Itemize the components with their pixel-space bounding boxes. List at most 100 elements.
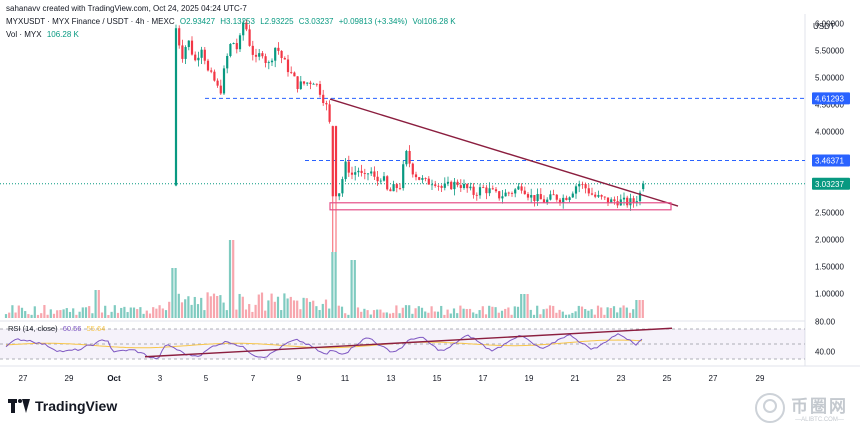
credit-line: sahanavv created with TradingView.com, O… (6, 4, 247, 13)
time-axis-label: 3 (158, 374, 163, 383)
volume-bar (638, 300, 641, 318)
candle (344, 161, 347, 180)
volume-bar (161, 308, 164, 318)
candle (622, 197, 626, 200)
change-value: +0.09813 (+3.34%) (338, 17, 408, 26)
candle (584, 184, 587, 189)
volume-bar (561, 311, 564, 318)
volume-bar (401, 307, 404, 318)
candle (299, 81, 302, 89)
volume-bar (209, 296, 212, 318)
rsi-value: 60.56 (62, 324, 82, 333)
rsi-ma-value: 55.64 (86, 324, 106, 333)
candle (373, 171, 376, 177)
rsi-legend: RSI (14, close) 60.56 55.64 (8, 324, 108, 333)
candle (242, 22, 245, 36)
volume-bar (174, 268, 177, 318)
candle (578, 183, 581, 187)
volume-bar (107, 314, 110, 318)
candle (520, 186, 523, 191)
volume-bar (347, 314, 350, 318)
volume-bar (443, 314, 446, 318)
candle (184, 47, 187, 59)
volume-bar (417, 306, 420, 318)
tradingview-logo[interactable]: TradingView (8, 398, 117, 414)
volume-bar (625, 307, 628, 318)
candle (392, 184, 395, 192)
volume-bar (296, 300, 299, 318)
volume-bar (184, 299, 187, 318)
time-axis-label: 27 (709, 374, 718, 383)
volume-bar (379, 309, 382, 318)
volume-bar (260, 292, 264, 318)
volume-bar (404, 305, 408, 318)
candle (360, 170, 363, 173)
symbol-title[interactable]: MYXUSDT · MYX Finance / USDT · 4h · MEXC (6, 17, 175, 26)
volume-bar (475, 313, 478, 318)
rsi-label: RSI (14, close) (8, 324, 58, 333)
volume-bar (619, 307, 622, 318)
price-tick-label: 6.00000 (815, 20, 844, 29)
volume-bar (568, 314, 571, 318)
volume-bar (248, 304, 251, 318)
time-axis-label: 7 (251, 374, 256, 383)
volume-bar (33, 306, 36, 318)
volume-bar (302, 297, 305, 318)
price-tick-label: 5.00000 (815, 74, 844, 83)
volume-bar (632, 309, 635, 318)
volume-bar (609, 308, 612, 318)
volume-bar (196, 304, 200, 318)
volume-bar (548, 305, 552, 318)
volume-bar (216, 296, 219, 318)
candle (302, 81, 306, 84)
volume-bar (244, 309, 248, 318)
candle (363, 172, 366, 174)
volume-bar (8, 312, 11, 318)
volume-bar (449, 313, 452, 318)
candle (642, 183, 645, 190)
volume-bar (536, 305, 539, 318)
volume-bar (388, 313, 392, 318)
candle (229, 43, 232, 56)
volume-bar (280, 310, 283, 318)
time-axis-label: 11 (341, 374, 350, 383)
candle (174, 28, 178, 186)
candle (398, 188, 402, 189)
candle (395, 184, 398, 189)
volume-bar (372, 310, 376, 318)
volume-bar (324, 299, 328, 318)
volume-bar (433, 311, 436, 318)
volume-bar (584, 309, 587, 318)
candle (549, 194, 552, 200)
volume-bar (539, 314, 542, 318)
candle (424, 178, 427, 179)
candle (603, 196, 606, 198)
price-tick-label: 1.00000 (815, 290, 844, 299)
candle (635, 201, 638, 203)
volume-bar (497, 312, 500, 318)
candle (286, 59, 290, 73)
volume-bar (235, 309, 238, 318)
candle (456, 181, 459, 186)
volume-bar (68, 311, 72, 318)
volume-bar (72, 308, 75, 318)
volume-bar (376, 309, 379, 318)
volume-bar (516, 306, 520, 318)
volume-bar (462, 308, 465, 318)
volume-bar (203, 310, 206, 318)
volume-bar (289, 296, 292, 318)
candle (216, 80, 219, 86)
volume-bar (350, 260, 353, 318)
candle (629, 198, 632, 206)
candle (574, 186, 578, 194)
candle (318, 84, 322, 95)
volume-bar (104, 305, 107, 318)
volume-bar (238, 293, 241, 318)
low-value: L2.93225 (260, 17, 294, 26)
volume-bar (30, 314, 33, 318)
volume-bar (276, 296, 280, 318)
volume-bar (11, 305, 14, 318)
volume-bar (484, 314, 488, 318)
time-axis-label: 13 (387, 374, 396, 383)
